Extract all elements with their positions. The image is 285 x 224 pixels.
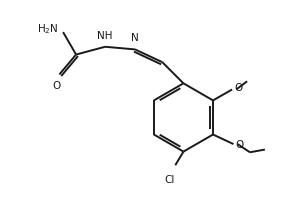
Text: O: O	[52, 81, 61, 91]
Text: O: O	[234, 83, 243, 93]
Text: N: N	[131, 33, 139, 43]
Text: NH: NH	[97, 31, 113, 41]
Text: Cl: Cl	[165, 175, 175, 185]
Text: O: O	[236, 140, 244, 151]
Text: H$_2$N: H$_2$N	[37, 22, 59, 36]
